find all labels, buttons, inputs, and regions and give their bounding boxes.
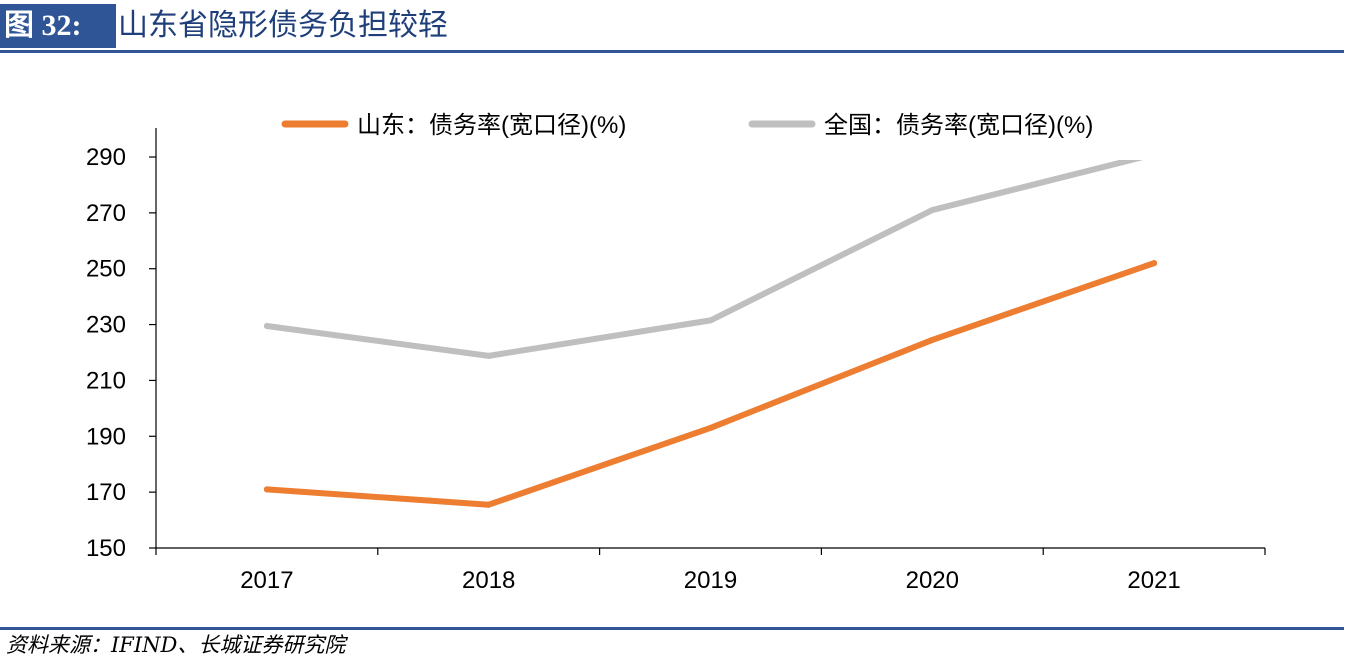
header-rule: [0, 50, 1344, 53]
y-tick-label: 170: [86, 479, 126, 506]
data-point: [1151, 260, 1158, 267]
footer-rule: [0, 627, 1344, 630]
figure-title: 山东省隐形债务负担较轻: [118, 8, 448, 43]
data-point: [485, 352, 492, 359]
legend-label-1: 全国：债务率(宽口径)(%): [824, 112, 1093, 139]
y-tick-label: 190: [86, 423, 126, 450]
x-axis: 2017 2018 2019 2020 2021: [155, 547, 1266, 594]
data-point: [263, 322, 270, 329]
chart-series: [263, 151, 1158, 508]
y-tick-label: 210: [86, 367, 126, 394]
series-line-0: [263, 260, 1158, 508]
data-point: [707, 317, 714, 324]
data-point: [485, 501, 492, 508]
data-point: [1151, 151, 1157, 157]
data-point: [707, 424, 714, 431]
y-tick-label: 230: [86, 312, 126, 339]
x-tick-label: 2019: [684, 567, 737, 594]
legend-label-0: 山东：债务率(宽口径)(%): [357, 112, 626, 139]
y-tick-label: 250: [86, 256, 126, 283]
data-point: [263, 486, 270, 493]
source-note: 资料来源：IFIND、长城证券研究院: [6, 633, 346, 657]
x-tick-label: 2020: [906, 567, 959, 594]
line-chart: 山东：债务率(宽口径)(%) 全国：债务率(宽口径)(%) 290 270 250 23…: [86, 112, 1266, 594]
chart-legend: 山东：债务率(宽口径)(%) 全国：债务率(宽口径)(%): [281, 112, 1093, 139]
data-point: [929, 207, 936, 214]
data-point: [929, 336, 936, 343]
x-tick-label: 2021: [1127, 567, 1180, 594]
y-axis: 290 270 250 230 210 190 170 150: [86, 128, 157, 562]
y-tick-label: 270: [86, 200, 126, 227]
figure-number-label: 图 32:: [0, 4, 116, 48]
y-tick-label: 290: [86, 144, 126, 171]
x-tick-label: 2017: [240, 567, 293, 594]
y-tick-label: 150: [86, 535, 126, 562]
x-tick-label: 2018: [462, 567, 515, 594]
series-line-1: [263, 160, 1144, 359]
